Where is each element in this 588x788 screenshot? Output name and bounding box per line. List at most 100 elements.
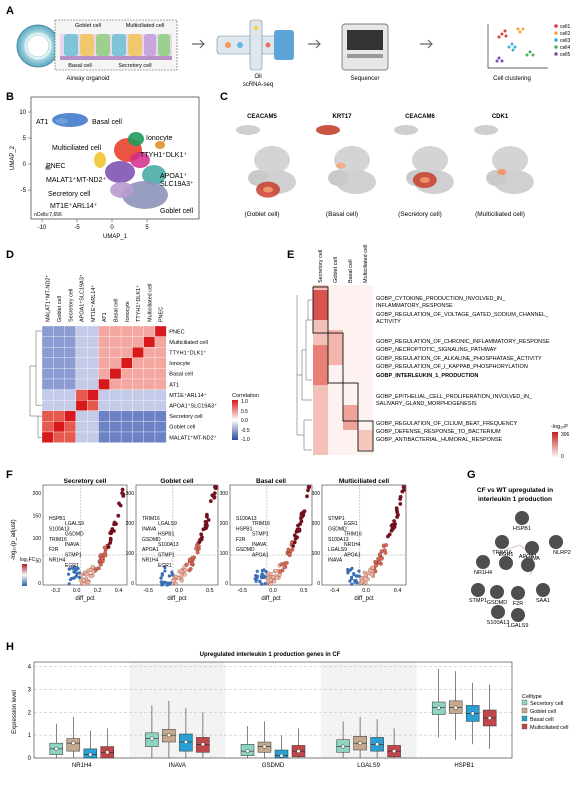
volcano-frame (229, 484, 313, 586)
volcano-point (271, 575, 276, 579)
heatmap-row-label: Multiciliated cell (169, 340, 208, 346)
volcano-ytick: 100 (220, 551, 229, 557)
volcano-point (377, 560, 382, 565)
volcano-point (357, 574, 361, 578)
volcano-point (73, 565, 77, 569)
boxplot-box (145, 705, 159, 758)
umap-label-pnec: PNEC (46, 163, 65, 170)
volcano-point (120, 487, 125, 492)
panel-g-label: G (467, 469, 476, 481)
feature-celltype-label: (Goblet cell) (244, 211, 279, 218)
volcano-point (120, 491, 124, 496)
logp-tick: 306 (561, 432, 570, 438)
boxplot-box (336, 721, 350, 758)
volcano-point (292, 533, 297, 538)
volcano-point (210, 493, 215, 498)
volcano-point (379, 556, 384, 561)
heatmap-cell (53, 410, 65, 422)
volcano-title: Multiciliated cell (339, 478, 389, 485)
volcano-point (291, 544, 296, 548)
volcano-point (357, 569, 361, 573)
boxplot-box (448, 671, 463, 740)
heatmap-row-label: APOA1⁺SLC19A3⁺ (169, 403, 217, 410)
heatmap-cell (98, 378, 110, 390)
boxplot-frame (33, 661, 513, 759)
volcano-point (302, 509, 307, 514)
feature-gene-title: KRT17 (332, 114, 352, 120)
heatmap-row-label: AT1 (169, 382, 179, 388)
volcano-point (272, 579, 277, 584)
volcano-point (287, 552, 292, 557)
feature-gene-title: CEACAM5 (247, 114, 277, 120)
volcano-point (350, 582, 354, 586)
celltype-legend-label: Secretory cell (530, 701, 563, 707)
heatmap-cell (120, 431, 133, 443)
ppi-node-label: SAA1 (536, 598, 550, 604)
boxplot-box (387, 728, 401, 758)
boxplot-xtick: GSDMD (262, 763, 285, 769)
ppi-title-line2: interleukin 1 production (478, 496, 552, 503)
heatmap-col-label: Multiciliated cell (147, 283, 153, 322)
ppi-node-label: TRIM16 (492, 550, 512, 556)
volcano-gene-label: S100A13 (236, 516, 257, 522)
ppi-node (490, 585, 504, 599)
correlation-legend: Correlation 1.0 0.5 0.0 -0.5 -1.0 (232, 393, 259, 443)
heatmap-cell (75, 325, 88, 337)
ppi-node (511, 586, 525, 600)
volcano-gene-label: APOA1 (142, 547, 159, 553)
multiciliated-cell-label: Multiciliated cell (126, 23, 165, 29)
umap-label-secretory: Secretory cell (48, 191, 91, 198)
boxplot-box (274, 735, 289, 759)
volcano-point (99, 552, 103, 557)
celltype-swatch (521, 707, 528, 714)
volcano-point (349, 568, 353, 572)
volcano-point (278, 569, 283, 574)
volcano-point (258, 580, 262, 584)
feature-celltype-label: (Basal cell) (326, 211, 358, 218)
heatmap-row-label: MALAT1⁺MT-ND2⁺ (169, 434, 216, 441)
heatmap-col-label: MALAT1⁺MT-ND2⁺ (45, 275, 52, 322)
heatmap-cell (64, 368, 77, 380)
e-column-labels: Secretory cell Goblet cell Basal cell Multi… (318, 244, 369, 283)
heatmap-row-label: TTYH1⁺DLK1⁺ (169, 350, 206, 357)
volcano-point (116, 513, 121, 518)
boxplot-box (240, 726, 255, 758)
umap-label-multiciliated: Multiciliated cell (52, 145, 101, 152)
panel-b: B -10 -5 0 5 10 5 0 -5 UMAP (6, 91, 200, 240)
sequencer-icon (341, 23, 389, 71)
volcano-xlabel: diff_pct (75, 596, 95, 602)
volcano-gene-label: EGR1 (344, 521, 358, 527)
heatmap-cell (87, 421, 99, 433)
volcano-point (86, 580, 90, 585)
volcano-xtick: 0.0 (73, 588, 81, 594)
boxplot-box (465, 682, 480, 745)
volcano-point (355, 581, 359, 585)
heatmap-cell (120, 378, 133, 390)
boxplot-group-bg (129, 662, 226, 758)
heatmap-row-label: Secretory cell (169, 414, 202, 420)
volcano-ytick: 0 (131, 581, 134, 587)
volcano-point (77, 575, 81, 580)
legend-swatch (554, 38, 558, 42)
heatmap-cell (132, 410, 144, 422)
panel-c-label: C (220, 91, 228, 103)
ppi-node-label: STMP1 (469, 598, 487, 604)
boxplot-box (162, 700, 176, 758)
logp-legend-title: -log₁₀P (551, 424, 568, 430)
volcano-point (260, 582, 264, 586)
log2fc-legend: log₂FC (20, 557, 36, 586)
volcano-ytick: 300 (312, 491, 321, 497)
heatmap-cell (132, 389, 144, 401)
heatmap-cell (41, 410, 54, 422)
legend-label: cell1 (560, 24, 571, 30)
heatmap-cell (75, 400, 88, 411)
volcano-point (363, 580, 368, 585)
heatmap-cell (64, 378, 77, 390)
boxplot-box (100, 728, 115, 759)
boxplot-box (431, 668, 446, 738)
heatmap-cell (64, 421, 77, 433)
heatmap-cell (41, 368, 54, 380)
heatmap-cell (143, 421, 156, 433)
go-term-label: GOBP_ANTIBACTERIAL_HUMORAL_RESPONSE (376, 437, 503, 443)
celltype-legend-label: Multiciliated cell (530, 725, 569, 731)
